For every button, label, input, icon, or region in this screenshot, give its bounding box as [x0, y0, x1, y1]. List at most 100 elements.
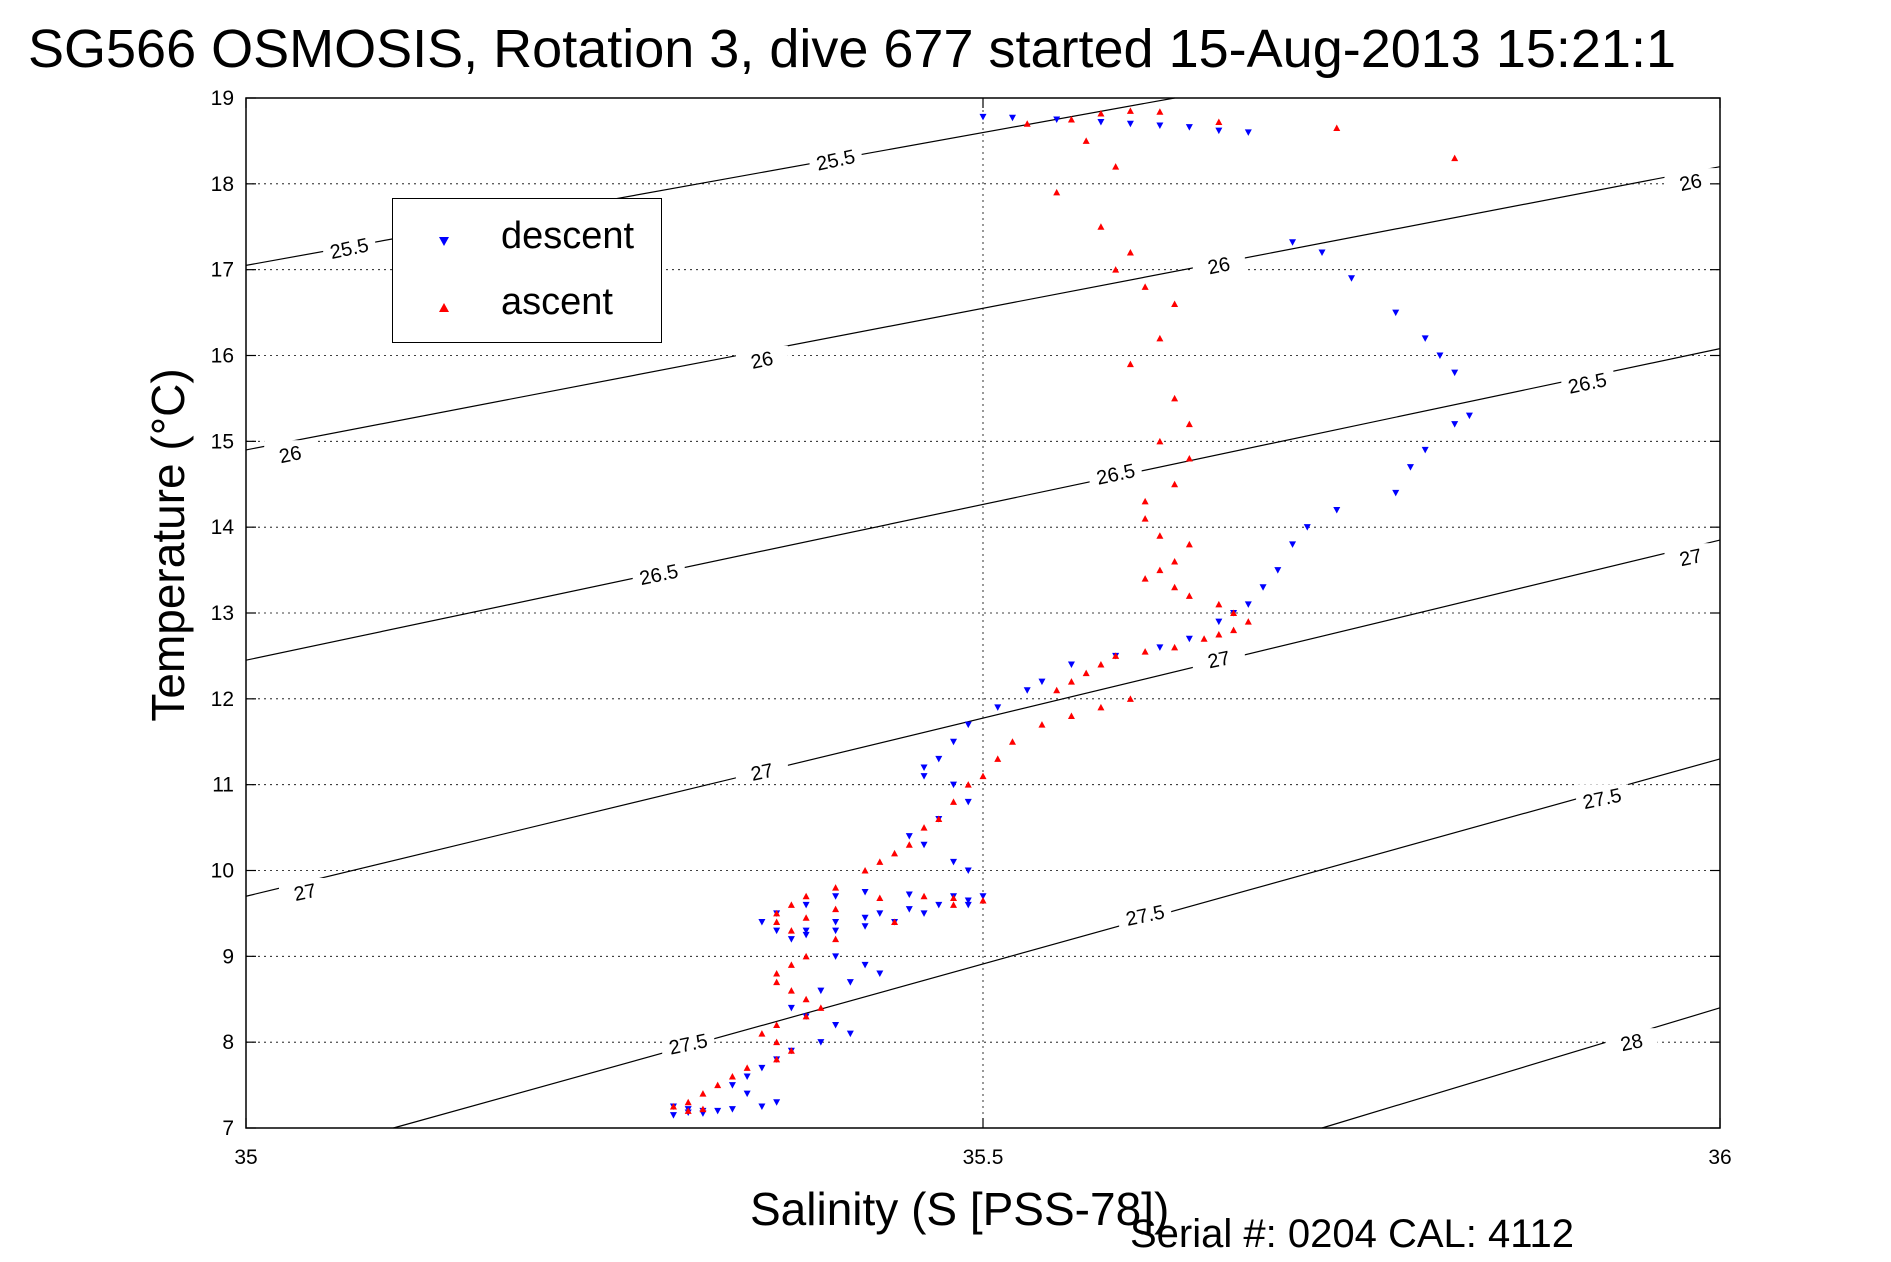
- ascent-point: [891, 849, 899, 857]
- contour-label-bg: [1664, 168, 1717, 195]
- ascent-point: [1156, 334, 1164, 342]
- ascent-point: [1141, 497, 1149, 505]
- descent-point: [846, 1030, 854, 1038]
- contour-label: 26: [1678, 170, 1704, 196]
- contour-label-bg: [662, 1029, 715, 1056]
- descent-point: [1289, 239, 1297, 246]
- descent-point: [920, 764, 928, 771]
- descent-point: [1215, 618, 1223, 626]
- legend-label-ascent: ascent: [501, 281, 613, 323]
- axis-ticks: 7 8 9 10 11 12 13 14 15 16 17 18 19 35 35.5 36: [211, 87, 1732, 1169]
- ascent-point: [979, 772, 987, 780]
- ascent-point: [1141, 515, 1149, 522]
- descent-point: [758, 1103, 766, 1111]
- ascent-point: [1053, 686, 1061, 694]
- ascent-point: [684, 1098, 692, 1106]
- descent-point: [1392, 489, 1400, 497]
- descent-point: [950, 738, 958, 746]
- descent-point: [758, 1064, 766, 1072]
- x-axis-label: Salinity (S [PSS-78]): [750, 1183, 1170, 1235]
- ascent-point: [1171, 300, 1179, 307]
- descent-point: [832, 893, 840, 900]
- x-tick-label: 35: [234, 1146, 257, 1169]
- descent-point: [876, 970, 884, 977]
- contour-label-bg: [1192, 645, 1245, 672]
- descent-point: [1421, 335, 1429, 342]
- y-tick-label: 15: [211, 430, 234, 453]
- descent-point: [832, 919, 840, 926]
- descent-point: [1185, 635, 1193, 643]
- ascent-point: [1082, 669, 1090, 677]
- descent-point: [1333, 507, 1341, 514]
- ascent-point: [802, 1012, 810, 1020]
- descent-point: [1156, 122, 1164, 129]
- descent-point: [861, 888, 869, 896]
- ascent-point: [950, 894, 958, 901]
- serial-cal-footer: Serial #: 0204 CAL: 4112: [1130, 1212, 1575, 1256]
- contour-label: 26: [749, 348, 775, 374]
- descent-point: [1126, 120, 1134, 128]
- ascent-point: [1067, 115, 1075, 123]
- descent-point: [964, 867, 972, 874]
- descent-point: [1244, 601, 1252, 608]
- contour-label-bg: [278, 877, 331, 904]
- ascent-point: [1097, 703, 1105, 711]
- descent-point: [1436, 352, 1444, 359]
- ascent-point: [1067, 712, 1075, 719]
- contour-label: 26: [277, 442, 303, 468]
- ascent-point: [1451, 154, 1459, 162]
- y-tick-label: 16: [211, 345, 234, 368]
- ascent-point: [1185, 540, 1193, 548]
- descent-point: [861, 914, 869, 922]
- descent-point: [832, 927, 840, 935]
- ascent-point: [1126, 695, 1134, 702]
- descent-point: [905, 833, 913, 840]
- ascent-point: [699, 1090, 707, 1097]
- descent-point: [994, 704, 1002, 711]
- ascent-point: [1097, 661, 1105, 668]
- y-tick-label: 14: [211, 516, 235, 539]
- descent-point: [1406, 464, 1414, 471]
- descent-point: [1185, 124, 1193, 131]
- contour-line-27: [245, 539, 1721, 897]
- ascent-point: [1126, 107, 1134, 114]
- ascent-point: [1008, 738, 1016, 745]
- ascent-point: [684, 1107, 692, 1114]
- ascent-point: [1141, 648, 1149, 655]
- y-tick-label: 12: [211, 688, 234, 711]
- contour-label-bg: [1089, 459, 1142, 486]
- descent-point: [787, 936, 795, 943]
- ascent-point: [802, 914, 810, 921]
- ascent-point: [1171, 558, 1179, 565]
- descent-point: [920, 773, 928, 780]
- legend: descent ascent: [392, 198, 662, 343]
- descent-series: [669, 113, 1473, 1119]
- descent-point: [1008, 114, 1016, 122]
- ascent-point: [714, 1081, 722, 1089]
- descent-point: [1289, 541, 1297, 548]
- contour-label-bg: [1664, 543, 1717, 570]
- ascent-point: [743, 1064, 751, 1071]
- descent-point: [920, 910, 928, 917]
- ascent-point: [1230, 609, 1238, 616]
- descent-point: [714, 1107, 722, 1115]
- ascent-point: [950, 798, 958, 805]
- contour-label-bg: [735, 345, 788, 372]
- contour-line-25.5: [245, 97, 1175, 266]
- descent-point: [905, 891, 913, 899]
- ascent-point: [1215, 630, 1223, 638]
- ascent-point: [802, 995, 810, 1003]
- ascent-point: [1171, 583, 1179, 591]
- ascent-point: [1185, 420, 1193, 428]
- density-contours: 25.525.52626262626.526.526.52727272727.5…: [245, 97, 1721, 1129]
- contour-label: 27: [1206, 647, 1232, 673]
- y-axis-label: Temperature (°C): [142, 368, 194, 722]
- descent-point: [832, 953, 840, 960]
- ascent-point: [1171, 394, 1179, 402]
- contour-label-bg: [323, 234, 376, 261]
- ascent-point: [669, 1103, 677, 1110]
- descent-point: [861, 961, 869, 969]
- contour-label-bg: [1561, 368, 1614, 395]
- contour-label-bg: [735, 757, 788, 784]
- ascent-point: [1141, 575, 1149, 582]
